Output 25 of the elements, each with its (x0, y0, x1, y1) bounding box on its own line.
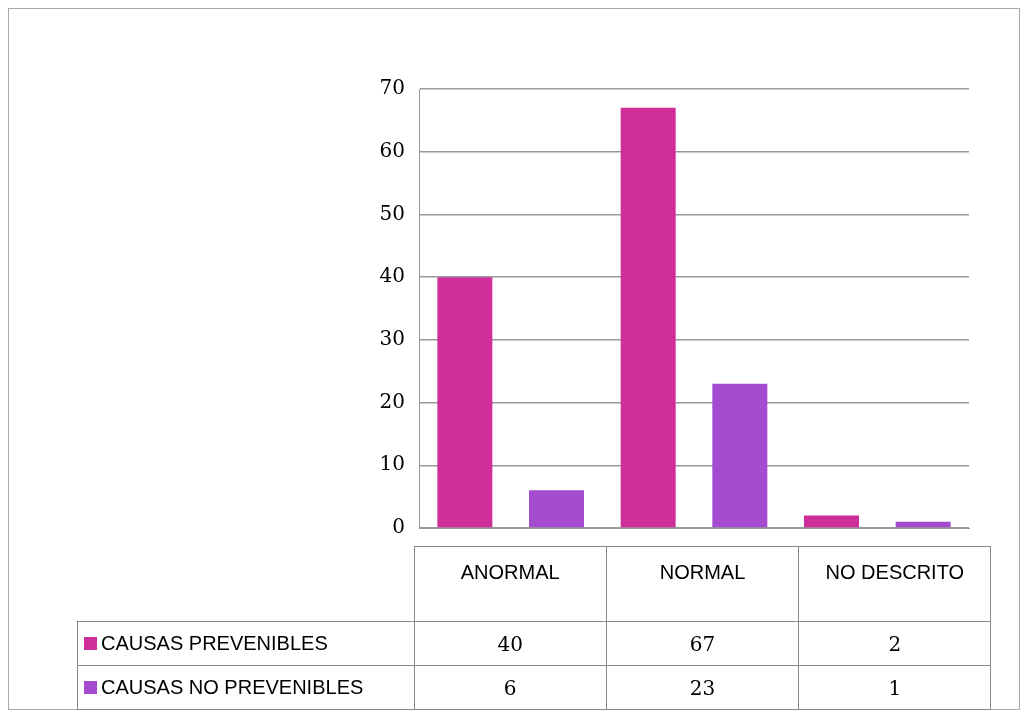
bar (437, 277, 493, 528)
y-tick-label: 60 (379, 137, 405, 162)
y-tick-label: 40 (379, 263, 405, 288)
data-label: 6 (414, 665, 607, 710)
data-label: 67 (606, 621, 799, 666)
y-tick-label: 30 (379, 326, 405, 351)
y-tick-label: 70 (379, 75, 405, 100)
data-label: 1 (798, 665, 991, 710)
x-tick-label: NORMAL (606, 546, 799, 622)
y-tick-label: 10 (379, 451, 405, 476)
x-tick-label: ANORMAL (414, 546, 607, 622)
data-label: 40 (414, 621, 607, 666)
data-label: 2 (798, 621, 991, 666)
bar (804, 515, 859, 528)
y-tick-label: 50 (379, 200, 405, 225)
legend-label: CAUSAS PREVENIBLES (77, 621, 414, 666)
bar (620, 107, 676, 528)
data-label: 23 (606, 665, 799, 710)
bar (712, 383, 768, 528)
legend-label: CAUSAS NO PREVENIBLES (77, 665, 414, 710)
y-tick-label: 0 (392, 514, 405, 539)
x-tick-label: NO DESCRITO (798, 546, 991, 622)
bar (529, 490, 584, 528)
bar (895, 521, 951, 528)
y-tick-label: 20 (379, 388, 405, 413)
